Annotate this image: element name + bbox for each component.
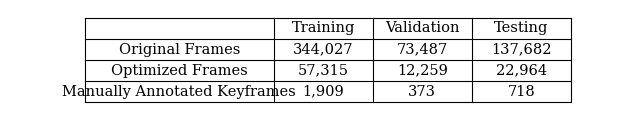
Text: Training: Training [291,22,355,35]
Text: 344,027: 344,027 [293,43,353,57]
Text: 22,964: 22,964 [496,64,547,78]
Text: Original Frames: Original Frames [118,43,240,57]
Text: 373: 373 [408,85,436,99]
Text: Optimized Frames: Optimized Frames [111,64,248,78]
Text: Manually Annotated Keyframes: Manually Annotated Keyframes [63,85,296,99]
Text: 137,682: 137,682 [492,43,552,57]
Text: 1,909: 1,909 [302,85,344,99]
Text: Validation: Validation [385,22,460,35]
Text: 73,487: 73,487 [397,43,448,57]
Text: Testing: Testing [494,22,548,35]
Text: 718: 718 [508,85,535,99]
Text: 57,315: 57,315 [298,64,349,78]
Text: 12,259: 12,259 [397,64,448,78]
